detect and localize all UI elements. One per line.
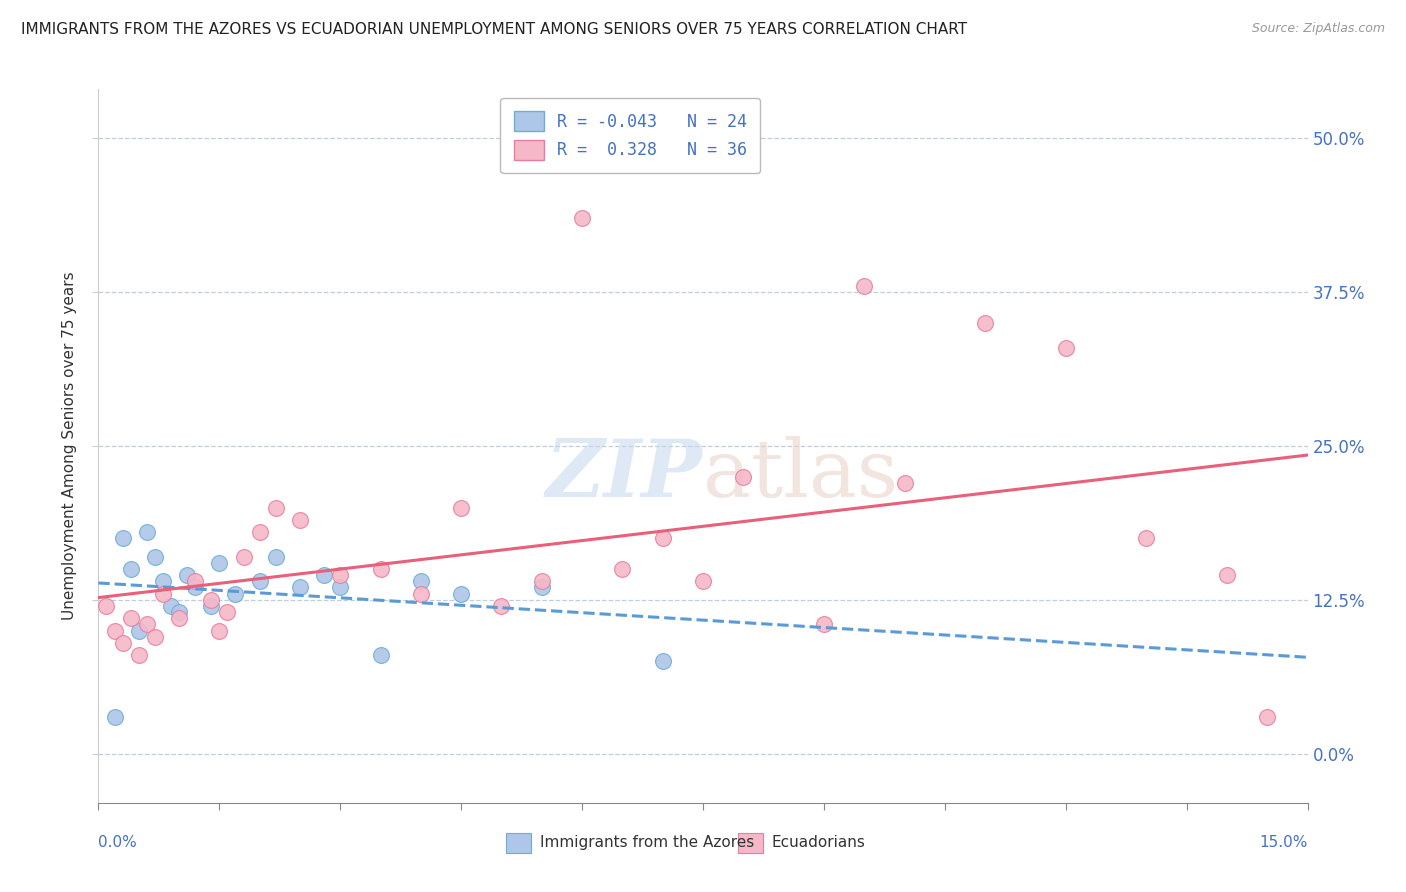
Text: ZIP: ZIP <box>546 436 703 513</box>
Point <box>143 630 166 644</box>
Point <box>853 279 876 293</box>
Point <box>200 592 222 607</box>
Point <box>530 574 553 589</box>
Point <box>329 568 352 582</box>
Point <box>249 574 271 589</box>
Point <box>450 500 472 515</box>
Text: Ecuadorians: Ecuadorians <box>772 836 866 850</box>
Point <box>120 611 142 625</box>
Point <box>264 549 287 564</box>
Point <box>491 599 513 613</box>
Point <box>217 605 239 619</box>
Point <box>409 587 432 601</box>
Legend: R = -0.043   N = 24, R =  0.328   N = 36: R = -0.043 N = 24, R = 0.328 N = 36 <box>501 97 761 173</box>
Point <box>530 581 553 595</box>
Point <box>232 549 254 564</box>
Point <box>143 549 166 564</box>
Point <box>224 587 246 601</box>
Point <box>893 475 915 490</box>
Point <box>1135 531 1157 545</box>
Point <box>128 648 150 662</box>
Point <box>249 525 271 540</box>
Point <box>120 562 142 576</box>
Point <box>1216 568 1239 582</box>
Point <box>651 654 673 668</box>
Point <box>200 599 222 613</box>
Point <box>152 587 174 601</box>
Text: atlas: atlas <box>703 435 898 514</box>
Point <box>184 574 207 589</box>
Point <box>111 636 134 650</box>
Text: 0.0%: 0.0% <box>98 836 138 850</box>
Point <box>160 599 183 613</box>
Point <box>612 562 634 576</box>
Text: Immigrants from the Azores: Immigrants from the Azores <box>540 836 754 850</box>
Point <box>571 211 593 226</box>
Point <box>1054 341 1077 355</box>
Point <box>135 617 157 632</box>
Point <box>167 605 190 619</box>
Text: Source: ZipAtlas.com: Source: ZipAtlas.com <box>1251 22 1385 36</box>
Point <box>329 581 352 595</box>
Point <box>651 531 673 545</box>
Text: 15.0%: 15.0% <box>1260 836 1308 850</box>
Point <box>264 500 287 515</box>
Point <box>176 568 198 582</box>
Point <box>733 469 755 483</box>
Point <box>288 581 311 595</box>
Point <box>128 624 150 638</box>
Point <box>450 587 472 601</box>
Point <box>184 581 207 595</box>
Point <box>692 574 714 589</box>
Point <box>111 531 134 545</box>
Point <box>409 574 432 589</box>
Point <box>208 624 231 638</box>
Point <box>103 709 125 723</box>
Point <box>167 611 190 625</box>
Point <box>314 568 336 582</box>
Point <box>135 525 157 540</box>
Point <box>103 624 125 638</box>
Point <box>370 562 392 576</box>
Point <box>1256 709 1278 723</box>
Point <box>370 648 392 662</box>
Point <box>974 316 997 330</box>
Text: IMMIGRANTS FROM THE AZORES VS ECUADORIAN UNEMPLOYMENT AMONG SENIORS OVER 75 YEAR: IMMIGRANTS FROM THE AZORES VS ECUADORIAN… <box>21 22 967 37</box>
Y-axis label: Unemployment Among Seniors over 75 years: Unemployment Among Seniors over 75 years <box>62 272 77 620</box>
Point <box>208 556 231 570</box>
Point <box>288 513 311 527</box>
Point <box>813 617 835 632</box>
Point <box>152 574 174 589</box>
Point <box>96 599 118 613</box>
